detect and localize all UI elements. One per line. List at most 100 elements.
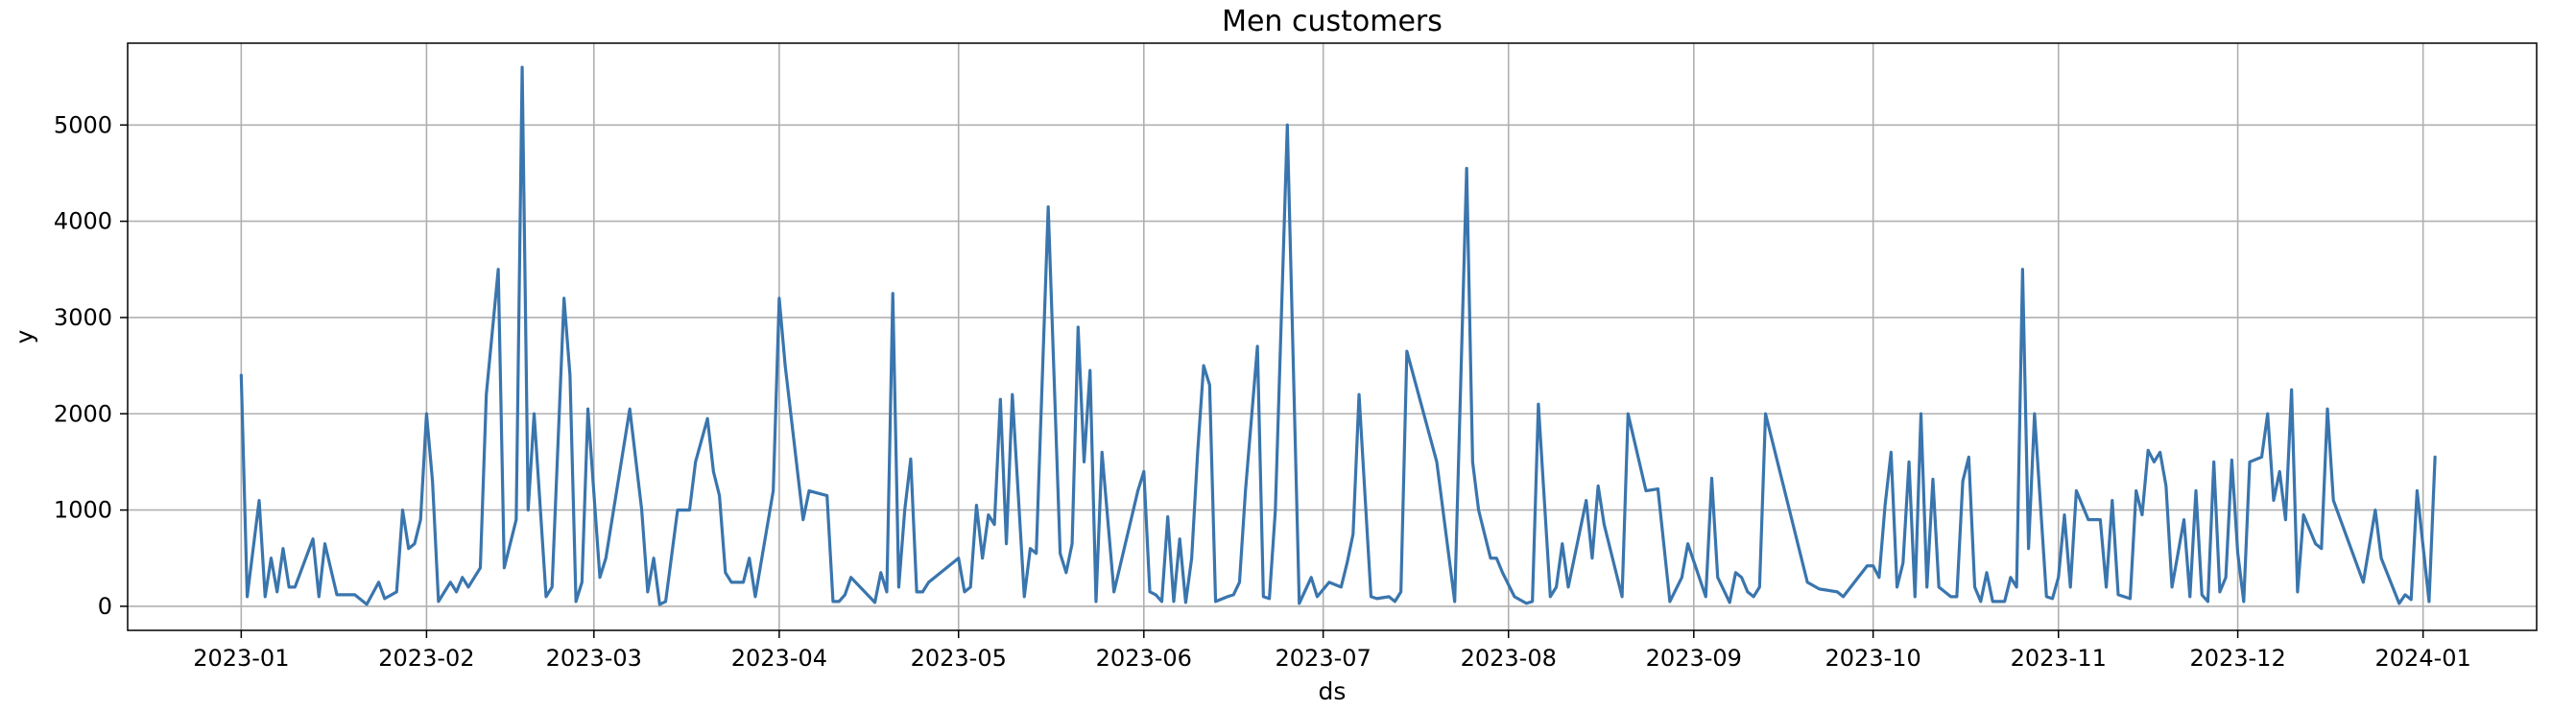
data-point <box>2302 513 2304 515</box>
data-point <box>551 586 553 588</box>
data-point <box>569 374 571 376</box>
data-point <box>462 577 464 579</box>
data-point <box>2249 461 2251 462</box>
data-point <box>1514 596 1515 598</box>
data-point <box>605 557 607 559</box>
data-point <box>270 557 272 559</box>
data-point <box>1346 562 1348 564</box>
data-point <box>1681 577 1682 579</box>
data-point <box>1968 456 1969 458</box>
data-point <box>964 591 966 593</box>
x-tick-label: 2023-03 <box>546 645 642 672</box>
data-point <box>694 461 696 462</box>
data-point <box>1065 572 1067 574</box>
data-point <box>2326 408 2328 410</box>
data-point <box>1388 596 1390 598</box>
data-point <box>1155 594 1157 596</box>
data-point <box>1884 504 1886 506</box>
data-point <box>2398 603 2400 604</box>
data-point <box>1466 167 1467 169</box>
y-tick-label: 4000 <box>54 208 112 235</box>
data-point <box>1973 586 1975 588</box>
data-point <box>1806 581 1808 583</box>
data-point <box>892 293 894 295</box>
data-point <box>2332 499 2334 501</box>
data-point <box>467 586 469 588</box>
data-point <box>2290 389 2292 390</box>
data-point <box>754 596 756 598</box>
data-point <box>2159 451 2160 453</box>
data-point <box>2278 470 2280 472</box>
data-point <box>1926 586 1928 588</box>
data-point <box>981 557 983 559</box>
data-point <box>1328 581 1330 583</box>
data-point <box>1406 350 1408 352</box>
data-point <box>718 494 720 496</box>
data-point <box>1262 596 1264 598</box>
data-point <box>1101 451 1103 453</box>
y-tick-label: 5000 <box>54 111 112 138</box>
data-point <box>2034 413 2036 414</box>
data-point <box>1501 572 1503 574</box>
data-point <box>1920 413 1921 414</box>
y-axis: 0 1000 2000 3000 4000 5000 <box>54 111 128 620</box>
x-tick-label: 2023-09 <box>1646 645 1742 672</box>
data-point <box>1686 543 1688 545</box>
data-point <box>742 581 744 583</box>
data-point <box>425 413 427 414</box>
data-point <box>712 470 714 472</box>
x-tick-label: 2023-05 <box>911 645 1007 672</box>
data-point <box>1453 601 1455 603</box>
data-point <box>1753 596 1754 598</box>
data-point <box>1538 403 1539 405</box>
data-point <box>647 591 649 593</box>
data-point <box>1012 393 1014 395</box>
y-tick-label: 2000 <box>54 400 112 427</box>
data-point <box>2045 596 2047 598</box>
data-point <box>1316 596 1318 598</box>
data-point <box>1586 499 1587 501</box>
x-axis-label: ds <box>1319 677 1347 705</box>
data-point <box>384 598 386 600</box>
data-point <box>527 509 529 510</box>
data-point <box>1908 461 1910 462</box>
data-point <box>431 480 433 482</box>
data-point <box>1112 591 1114 593</box>
data-point <box>1071 543 1073 545</box>
data-point <box>664 601 666 603</box>
data-point <box>438 601 440 603</box>
data-point <box>1914 596 1916 598</box>
data-point <box>1436 461 1438 462</box>
data-point <box>1992 601 1993 603</box>
data-point <box>1603 523 1605 525</box>
y-tick-label: 3000 <box>54 304 112 331</box>
data-point <box>1358 393 1360 395</box>
data-point <box>2230 459 2232 461</box>
data-point <box>1645 489 1647 491</box>
data-point <box>1956 596 1958 598</box>
data-point <box>521 66 523 68</box>
data-point <box>282 548 284 550</box>
data-point <box>2284 518 2286 520</box>
data-point <box>1160 601 1162 603</box>
data-point <box>975 504 977 506</box>
data-point <box>366 604 368 605</box>
data-point <box>1268 598 1270 600</box>
x-tick-label: 2023-07 <box>1276 645 1371 672</box>
data-point <box>1717 577 1719 579</box>
data-point <box>1059 553 1061 555</box>
data-point <box>1555 586 1557 588</box>
data-point <box>2111 499 2113 501</box>
data-point <box>586 408 588 410</box>
data-point <box>2075 489 2077 491</box>
data-point <box>1352 532 1354 534</box>
data-point <box>2434 456 2436 458</box>
data-point <box>1275 509 1276 510</box>
data-point <box>1036 553 1038 555</box>
data-point <box>706 417 708 419</box>
data-point <box>1980 601 1982 603</box>
data-point <box>562 297 564 299</box>
data-point <box>2051 598 2053 600</box>
data-point <box>1621 596 1623 598</box>
data-point <box>1238 581 1240 583</box>
